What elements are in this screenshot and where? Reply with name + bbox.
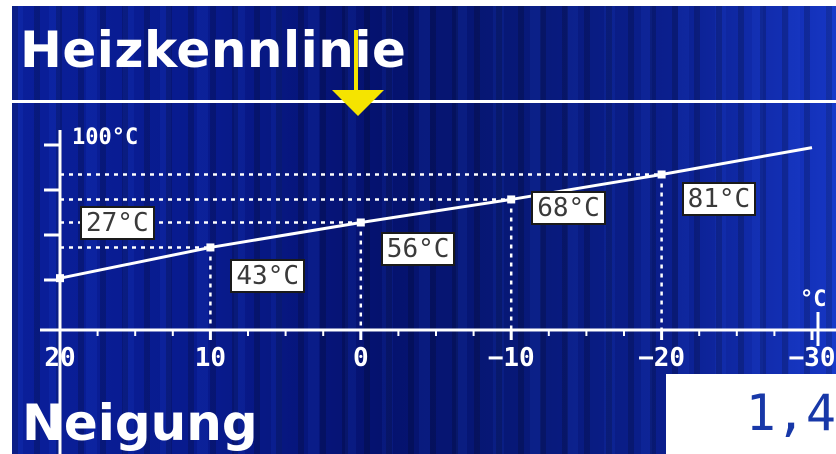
point-label: 43°C: [230, 259, 306, 294]
chart-guides: [58, 173, 663, 330]
title-divider: [12, 100, 836, 103]
x-tick-label: −10: [487, 343, 535, 373]
y-axis-max-label: 100°C: [72, 125, 139, 150]
x-tick-label: 20: [44, 343, 76, 373]
inclination-label: Neigung: [22, 394, 258, 452]
x-tick-label: −30: [788, 343, 836, 373]
page-title: Heizkennlinie: [20, 21, 407, 79]
point-label: 68°C: [531, 191, 606, 226]
point-label: 81°C: [681, 182, 757, 217]
data-point: [657, 170, 666, 179]
heating-curve-line: [59, 146, 813, 280]
x-tick-label: 10: [194, 343, 227, 373]
chart-curve: [56, 146, 813, 283]
inclination-value-field[interactable]: 1,4: [666, 374, 836, 454]
inclination-value: 1,4: [745, 384, 836, 442]
point-label: 56°C: [380, 232, 456, 267]
x-tick-label: 0: [352, 343, 369, 373]
x-axis-unit-label: °C: [800, 287, 827, 312]
data-point: [206, 243, 215, 252]
point-label: 27°C: [80, 206, 155, 241]
data-point: [56, 274, 64, 283]
data-point: [507, 195, 516, 204]
arrow-down-marker-icon: [332, 30, 388, 120]
data-point: [356, 218, 365, 227]
x-tick-label: −20: [638, 343, 686, 373]
